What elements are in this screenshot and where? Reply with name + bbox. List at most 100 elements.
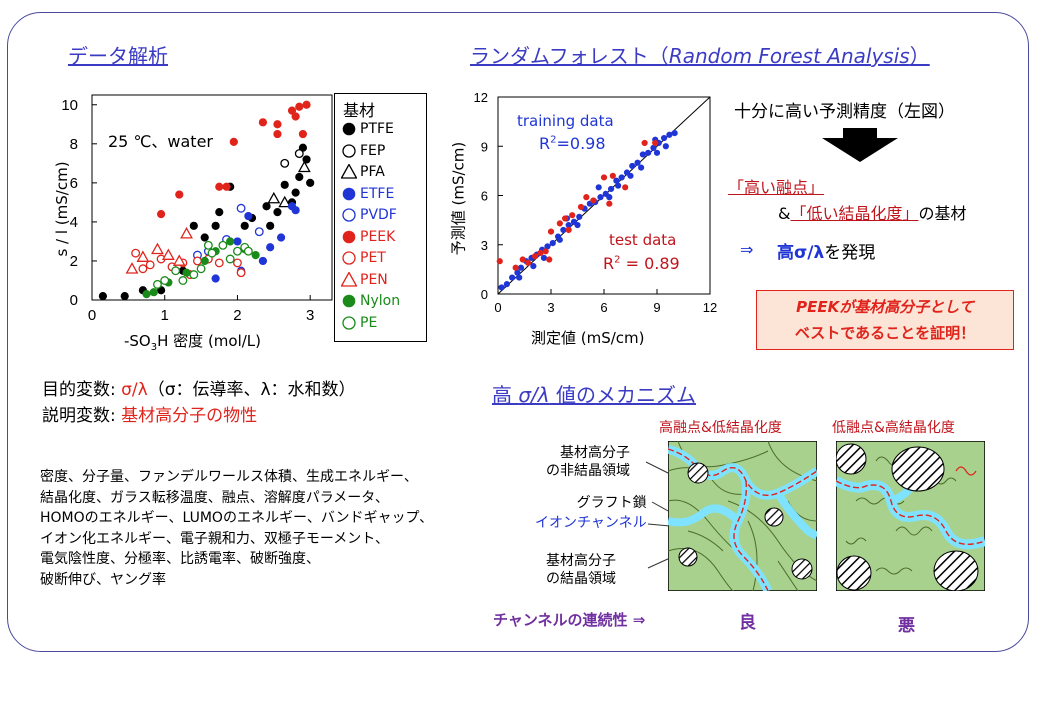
data-point-training bbox=[540, 254, 548, 261]
data-point-training bbox=[530, 262, 537, 270]
data-point-pvdf bbox=[254, 227, 264, 237]
data-point-training bbox=[509, 274, 516, 281]
data-point-etfe bbox=[244, 211, 253, 221]
data-point-nylon bbox=[226, 237, 235, 246]
data-point-pen bbox=[125, 262, 139, 274]
legend-item: PFA bbox=[341, 164, 385, 180]
data-point-pe bbox=[153, 279, 162, 289]
data-point-etfe bbox=[266, 243, 275, 252]
y-tick-label: 12 bbox=[474, 90, 488, 105]
chart1-ylabel: s / l (mS/cm) bbox=[53, 161, 71, 257]
data-point-test bbox=[652, 139, 659, 147]
data-point-training bbox=[634, 159, 641, 166]
data-point-training bbox=[560, 226, 567, 234]
legend-marker-icon bbox=[342, 230, 356, 243]
data-point-training bbox=[549, 240, 556, 247]
data-point-training bbox=[606, 194, 613, 201]
low-crystallinity-line: &「低い結晶化度」の基材 bbox=[778, 204, 967, 223]
data-point-test bbox=[542, 248, 549, 255]
property-line: 電気陰性度、分極率、比誘電率、破断強度、 bbox=[40, 551, 320, 567]
data-point-ptfe bbox=[240, 221, 249, 230]
test-r2: R2 = 0.89 bbox=[603, 254, 680, 273]
legend-marker-icon bbox=[342, 251, 356, 265]
data-point-ptfe bbox=[120, 291, 129, 301]
data-point-training bbox=[629, 162, 636, 170]
data-point-ptfe bbox=[215, 208, 224, 217]
data-point-nylon bbox=[200, 256, 209, 266]
property-line: 密度、分子量、ファンデルワールス体積、生成エネルギー、 bbox=[40, 469, 418, 485]
mechanism-bad-image bbox=[836, 441, 985, 591]
legend-label: PTFE bbox=[360, 121, 394, 137]
data-point-pe bbox=[225, 254, 235, 264]
legend-marker-icon bbox=[342, 122, 356, 136]
data-point-test bbox=[556, 220, 563, 227]
callout-line2: ベストであることを証明！ bbox=[794, 324, 976, 342]
data-analysis-title: データ解析 bbox=[68, 44, 168, 68]
explanatory-variable: 説明変数: 基材高分子の物性 bbox=[42, 406, 258, 426]
legend-label: FEP bbox=[360, 142, 386, 159]
training-data-label: training data bbox=[517, 112, 614, 130]
objective-variable: 目的変数: σ/λ（σ：伝導率、λ：水和数） bbox=[42, 380, 356, 400]
data-point-pet bbox=[131, 248, 141, 258]
legend-item: FEP bbox=[341, 143, 385, 159]
data-point-pet bbox=[233, 258, 242, 268]
data-point-pen bbox=[161, 248, 175, 260]
data-point-test bbox=[565, 226, 572, 234]
data-point-pen bbox=[180, 226, 193, 239]
data-point-peek bbox=[175, 190, 184, 199]
legend-marker-icon bbox=[342, 187, 356, 200]
chart2-ylabel: 予測値 (mS/cm) bbox=[449, 141, 468, 256]
data-point-training bbox=[639, 151, 646, 158]
data-point-training bbox=[516, 274, 523, 281]
data-point-pe bbox=[196, 264, 206, 274]
data-point-test bbox=[600, 174, 608, 181]
data-point-ptfe bbox=[306, 178, 315, 187]
x-tick-label: 0 bbox=[494, 300, 501, 315]
data-point-training bbox=[618, 174, 625, 181]
data-point-training bbox=[653, 149, 661, 156]
header-right: 低融点&高結晶化度 bbox=[832, 420, 955, 436]
callout-line1: PEEKが基材高分子として bbox=[796, 298, 974, 316]
data-point-ptfe bbox=[273, 208, 282, 217]
y-tick-label: 3 bbox=[481, 238, 488, 253]
slide-frame bbox=[7, 12, 1029, 652]
data-point-peek bbox=[215, 182, 224, 191]
x-tick-label: 9 bbox=[653, 300, 660, 315]
mechanism-title: 高 σ/λ 値のメカニズム bbox=[492, 383, 696, 407]
label-amorphous: 基材高分子 の非結晶領域 bbox=[546, 445, 630, 479]
x-tick-label: 0 bbox=[88, 307, 96, 324]
legend-label: PE bbox=[360, 314, 378, 331]
legend-label: ETFE bbox=[360, 185, 395, 202]
y-tick-label: 0 bbox=[70, 292, 78, 309]
property-list: 密度、分子量、ファンデルワールス体積、生成エネルギー、 結晶化度、ガラス転移温度… bbox=[40, 467, 433, 590]
y-tick-label: 0 bbox=[481, 287, 488, 302]
data-point-training bbox=[645, 149, 652, 156]
data-point-test bbox=[609, 172, 616, 179]
data-point-pe bbox=[207, 248, 217, 258]
data-point-test bbox=[537, 249, 544, 257]
data-point-pvdf bbox=[236, 203, 246, 213]
data-point-test bbox=[583, 194, 590, 201]
data-point-peek bbox=[295, 102, 304, 111]
data-point-training bbox=[627, 172, 634, 179]
down-arrow-icon bbox=[822, 128, 898, 162]
legend-marker-icon bbox=[341, 164, 357, 179]
legend-label: PEN bbox=[360, 271, 388, 288]
data-point-ptfe bbox=[189, 221, 198, 230]
data-point-training bbox=[615, 182, 622, 189]
data-point-etfe bbox=[291, 206, 300, 215]
x-tick-label: 12 bbox=[703, 300, 717, 315]
data-point-training bbox=[607, 185, 615, 193]
legend-title: 基材 bbox=[343, 101, 376, 120]
mechanism-good-image bbox=[668, 441, 817, 591]
data-point-ptfe bbox=[98, 291, 108, 301]
data-point-test bbox=[496, 258, 503, 265]
y-tick-label: 4 bbox=[70, 214, 78, 231]
data-point-pfa bbox=[267, 191, 281, 204]
x-tick-label: 6 bbox=[600, 300, 607, 315]
property-line: HOMOのエネルギー、LUMOのエネルギー、バンドギャップ、 bbox=[40, 510, 434, 526]
data-point-test bbox=[622, 184, 629, 191]
test-data-label: test data bbox=[609, 231, 677, 249]
data-point-pe bbox=[203, 240, 213, 250]
data-point-pet bbox=[193, 256, 202, 266]
